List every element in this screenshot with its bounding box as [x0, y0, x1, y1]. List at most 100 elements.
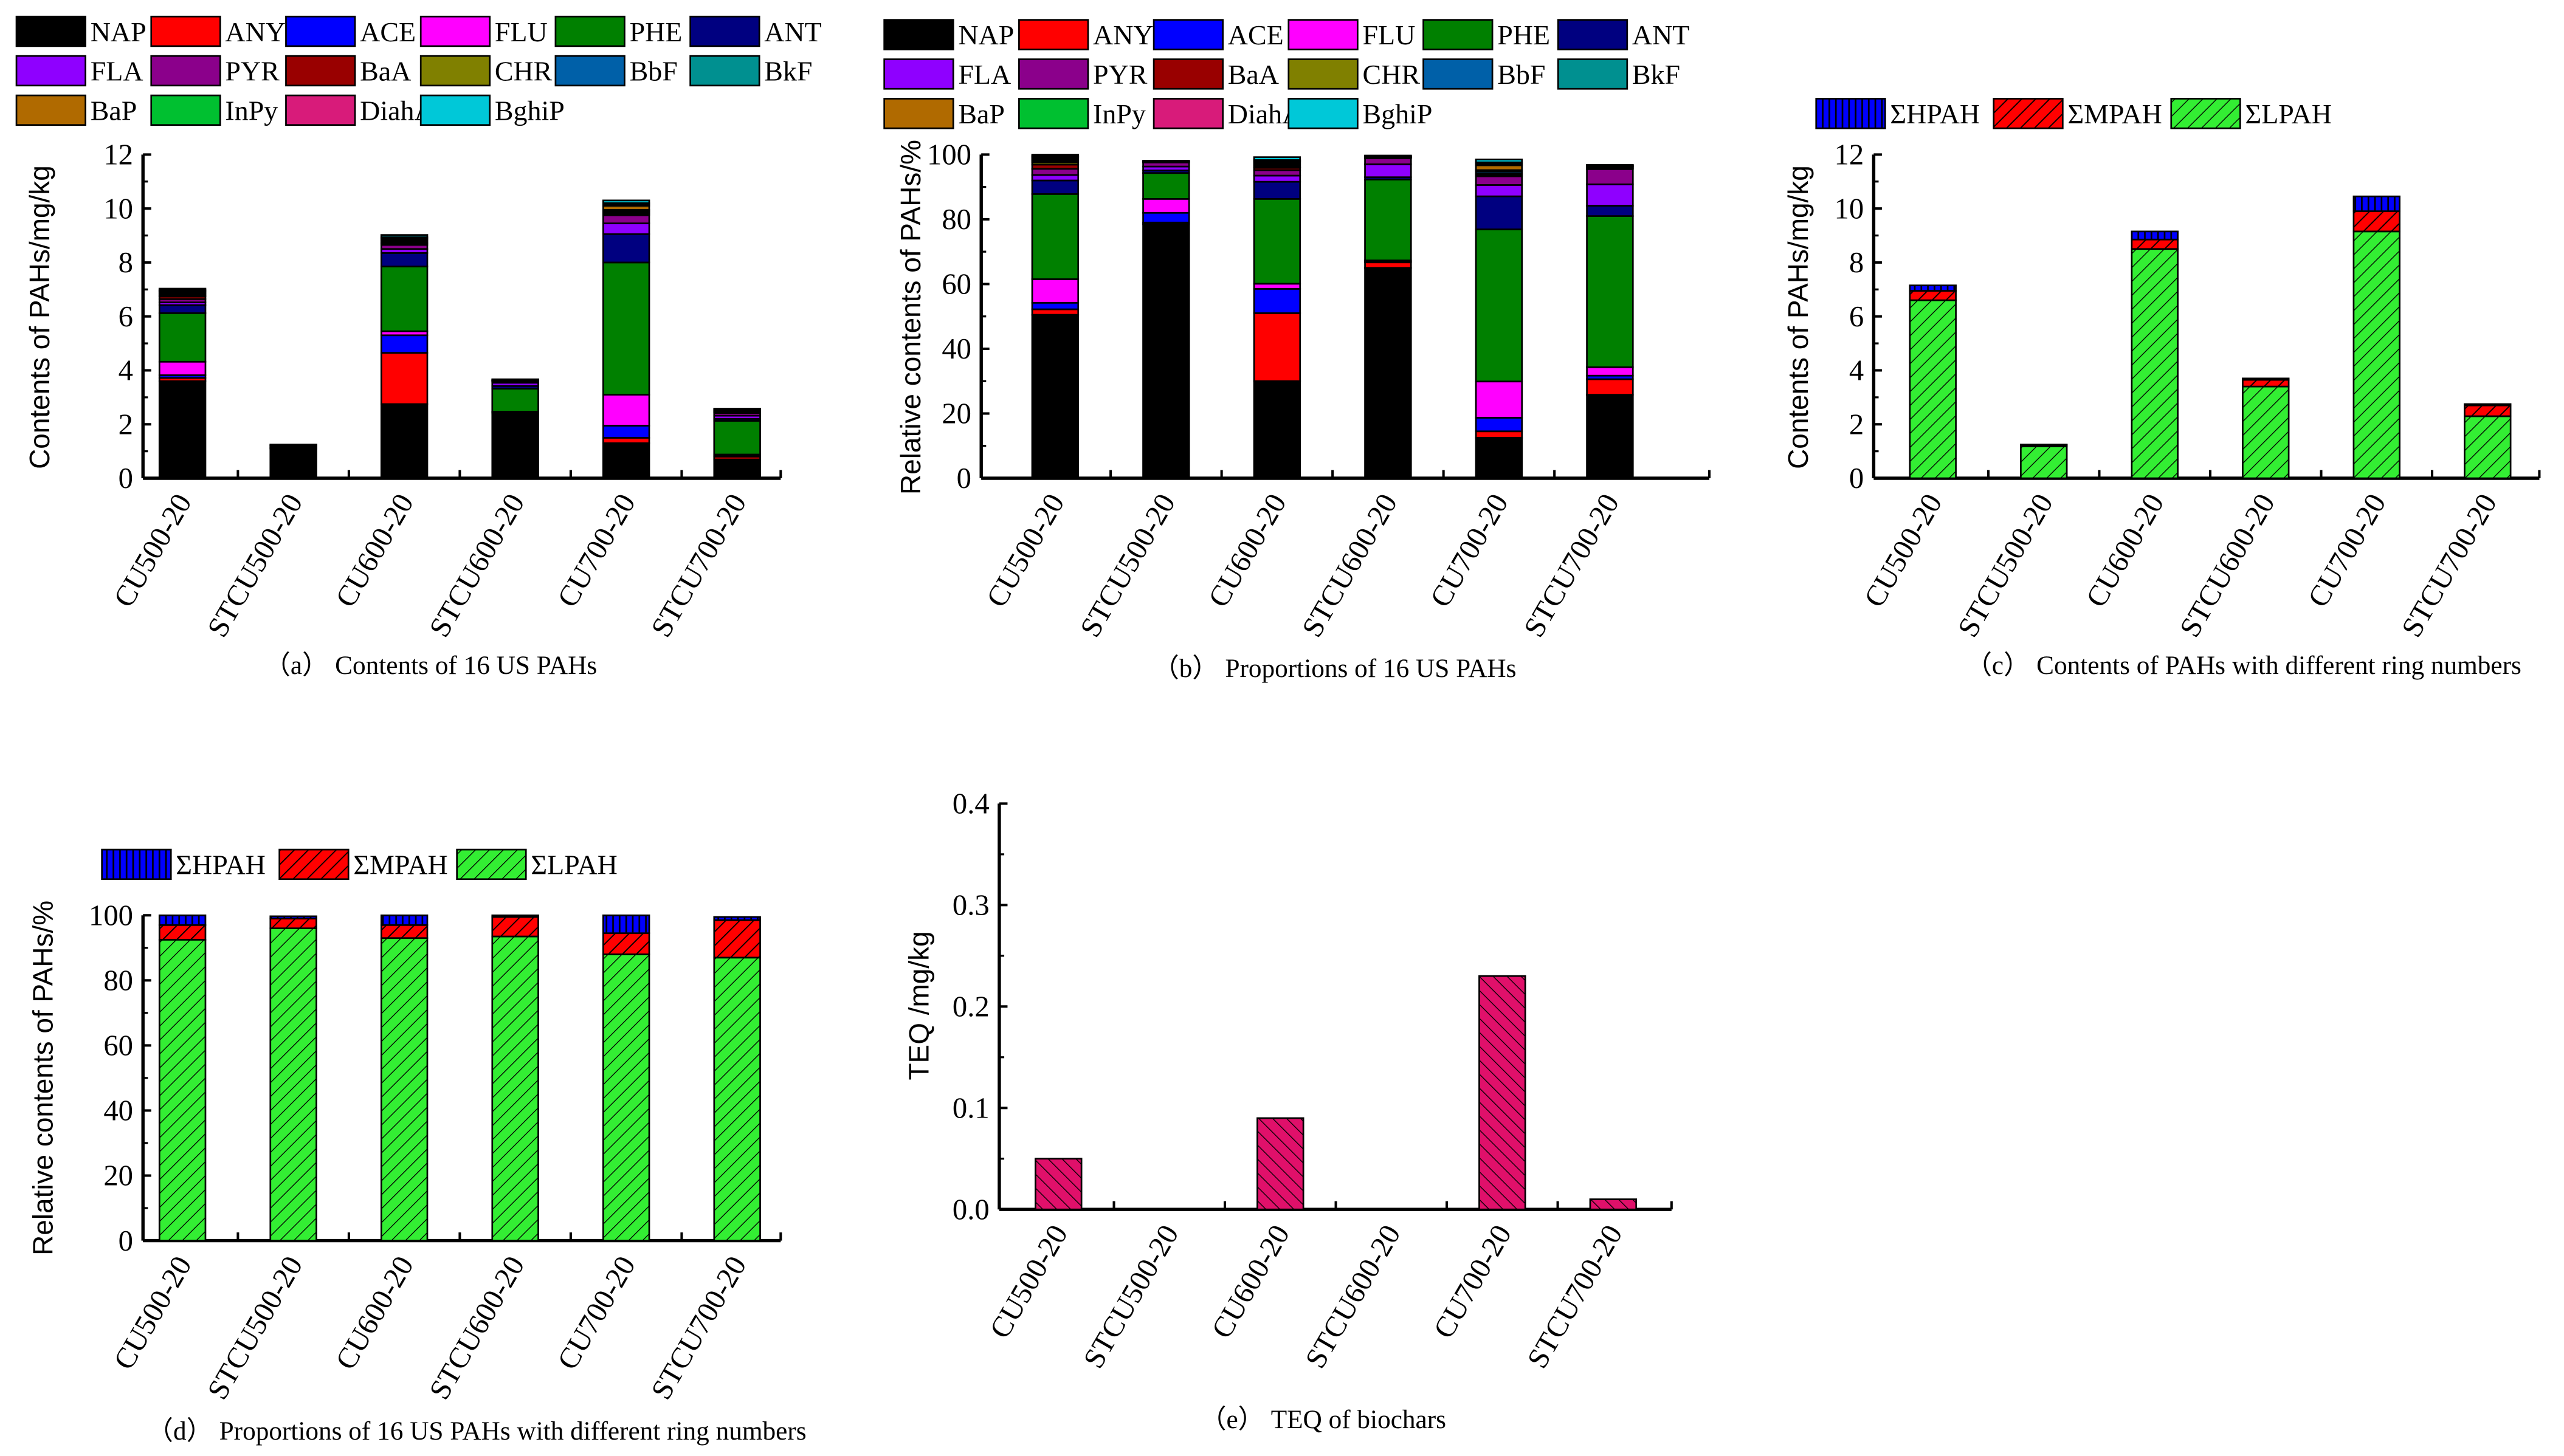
bar-segment-fla-cu700-20 [602, 222, 650, 235]
panel-d-proportions-ring-numbers: 0 20 40 60 80 100 Relative contents of PAHs/% C… [27, 848, 807, 1446]
bar-segment-mpah-stcu600-20 [491, 916, 539, 938]
legend-swatch-any [150, 15, 221, 47]
legend-label: BaA [1228, 59, 1279, 90]
bar-segment-phe-cu600-20 [380, 266, 429, 332]
x-tick-label: STCU500-20 [1074, 488, 1182, 642]
bar-segment-bghip-cu600-20 [1253, 156, 1301, 161]
y-axis-label: TEQ /mg/kg [903, 931, 935, 1080]
panel-caption: （a） Contents of 16 US PAHs [264, 651, 597, 680]
legend-swatch-any [1018, 19, 1089, 50]
y-tick-label: 40 [103, 1094, 133, 1127]
bar-segment-bghip-stcu600-20 [491, 378, 539, 381]
x-tick-label: CU600-20 [329, 1251, 419, 1375]
bar-segment-phe-cu500-20 [1031, 193, 1080, 280]
bar-segment-pyr-cu600-20 [1253, 169, 1301, 177]
legend-label: FLU [1362, 19, 1415, 50]
bar-segment-nap-cu600-20 [380, 403, 429, 479]
bar-segment-pyr-cu700-20 [1475, 175, 1523, 186]
y-tick-label: 0 [119, 462, 133, 495]
x-tick-label: CU600-20 [1205, 1220, 1296, 1344]
y-tick-label: 100 [927, 139, 971, 171]
legend-swatch-baa [285, 55, 356, 87]
legend-swatch-bap [15, 94, 86, 126]
legend-swatch-bkf [1557, 58, 1628, 90]
legend-swatch-bkf [689, 55, 760, 87]
legend: ΣHPAH ΣMPAH ΣLPAH [1815, 98, 2332, 129]
y-tick-label: 6 [119, 300, 133, 333]
x-tick-label: STCU600-20 [1295, 488, 1404, 642]
legend-label: PHE [630, 16, 683, 47]
bar-segment-mpah-stcu700-20 [713, 919, 761, 959]
bar-segment-lpah-stcu600-20 [491, 935, 539, 1241]
legend-swatch-phe [554, 15, 625, 47]
bar-segment-mpah-stcu600-20 [2242, 379, 2290, 388]
legend-label: ΣLPAH [2245, 98, 2332, 129]
bar-segment-bghip-cu700-20 [602, 199, 650, 204]
legend-swatch-hpah [1815, 98, 1886, 129]
bar-segment-any-cu700-20 [1475, 430, 1523, 439]
x-tick-label: STCU600-20 [423, 488, 531, 642]
y-tick-label: 60 [103, 1029, 133, 1062]
legend-label: BbF [630, 56, 678, 87]
legend-swatch-ant [1557, 19, 1628, 50]
legend-swatch-inpy [1018, 98, 1089, 129]
legend-swatch-ant [689, 15, 760, 47]
y-axis-label: Contents of PAHs/mg/kg [1782, 165, 1814, 469]
legend-label: BbF [1497, 59, 1545, 90]
bar-segment-nap-cu500-20 [1031, 314, 1080, 479]
y-tick-label: 0 [957, 462, 971, 495]
bar-segment-phe-stcu700-20 [713, 420, 761, 456]
bar-segment-lpah-cu500-20 [158, 939, 207, 1241]
bar-segment-ace-cu700-20 [1475, 417, 1523, 433]
bar-segment-flu-stcu700-20 [1586, 366, 1634, 377]
bar-segment-lpah-stcu500-20 [269, 927, 317, 1241]
bar-segment-lpah-cu600-20 [380, 937, 429, 1241]
legend-swatch-phe [1422, 19, 1494, 50]
bar-segment-phe-cu700-20 [602, 261, 650, 396]
bar-segment-nap-stcu600-20 [491, 413, 539, 479]
bar-segment-teq-cu500-20 [1035, 1158, 1083, 1210]
legend-swatch-fla [883, 58, 954, 90]
bar-segment-ant-cu600-20 [380, 252, 429, 267]
legend-swatch-lpah [2170, 98, 2241, 129]
legend-label: BghiP [1362, 98, 1432, 129]
legend-label: ACE [1228, 19, 1284, 50]
y-tick-label: 2 [1849, 408, 1864, 441]
bar-segment-bghip-cu500-20 [1031, 154, 1080, 157]
bar-segment-mpah-cu500-20 [1909, 290, 1957, 301]
bar-segment-nap-cu600-20 [1253, 380, 1301, 479]
bar-segment-ace-cu600-20 [1253, 288, 1301, 314]
bar-segment-hpah-stcu500-20 [269, 915, 317, 919]
y-tick-label: 2 [119, 408, 133, 441]
bar-segment-flu-cu700-20 [1475, 380, 1523, 419]
bar-segment-nap-stcu700-20 [1586, 394, 1634, 479]
x-tick-label: CU500-20 [984, 1220, 1074, 1344]
legend-label: BaP [958, 98, 1005, 129]
bar-segment-ant-cu500-20 [158, 304, 207, 314]
x-tick-label: STCU600-20 [1299, 1220, 1407, 1374]
x-tick-label: STCU500-20 [201, 1251, 309, 1405]
y-tick-label: 0.1 [953, 1091, 990, 1124]
legend-swatch-hpah [101, 848, 172, 881]
bar-segment-lpah-stcu500-20 [2020, 445, 2068, 479]
legend-swatch-mpah [1993, 98, 2064, 129]
legend-swatch-ace [1153, 19, 1224, 50]
bar-segment-ant-cu600-20 [1253, 180, 1301, 200]
y-tick-label: 8 [119, 246, 133, 279]
bar-segment-hpah-cu700-20 [602, 914, 650, 935]
x-tick-label: CU700-20 [2301, 488, 2392, 613]
bar-segment-flu-cu700-20 [602, 394, 650, 427]
y-tick-label: 4 [119, 354, 133, 387]
y-tick-label: 80 [103, 964, 133, 997]
bar-segment-ace-stcu500-20 [1142, 211, 1190, 224]
legend-swatch-baa [1153, 58, 1224, 90]
x-tick-label: CU700-20 [1424, 488, 1514, 613]
legend-label: InPy [225, 95, 278, 126]
y-axis-label: Relative contents of PAHs/% [895, 140, 926, 495]
bar-segment-teq-cu600-20 [1256, 1117, 1304, 1210]
legend: NAP ANY ACE FLU PHE ANT FLA PYR BaA CHR BbF BkF BaP I… [883, 19, 1689, 129]
panel-e-teq: 0.0 0.1 0.2 0.3 0.4 TEQ /mg/kg CU500-20 STCU500… [903, 788, 1673, 1434]
bar-segment-nap-stcu700-20 [713, 458, 761, 479]
